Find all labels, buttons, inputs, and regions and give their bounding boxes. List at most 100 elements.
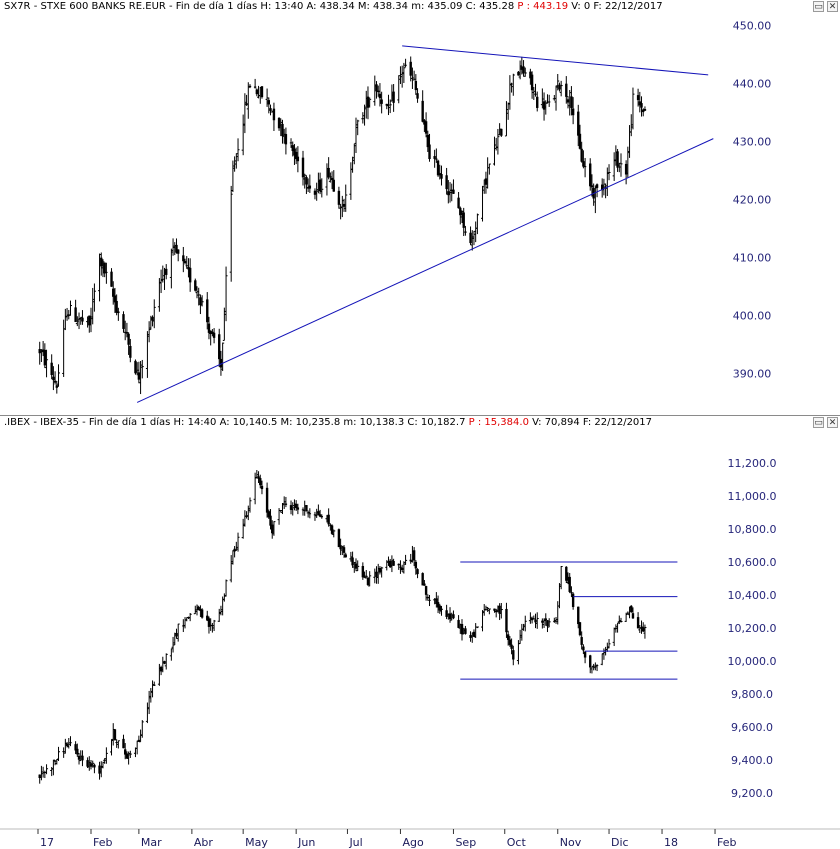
top-candle-body: [88, 315, 91, 326]
top-header-p: P : 443.19: [517, 1, 569, 12]
top-candle-body: [308, 185, 312, 189]
x-tick-label: 18: [664, 836, 678, 849]
top-candle-body: [50, 362, 53, 376]
bottom-candle-body: [327, 514, 330, 525]
bottom-candle-body: [267, 511, 271, 518]
bottom-candle-body: [329, 524, 332, 526]
top-candle-body: [440, 174, 443, 179]
top-candle-body: [199, 297, 202, 306]
top-candle-body: [377, 90, 380, 93]
top-window-buttons: ▭ ✕: [813, 1, 838, 12]
x-axis: 17 Feb Mar Abr May Jun Jul Ago Sep Oct Nov Dic 18 Feb: [0, 828, 840, 849]
maximize-button[interactable]: ▭: [813, 417, 824, 428]
top-candle-body: [580, 148, 583, 162]
bottom-candle-body: [506, 634, 510, 640]
top-candle-body: [52, 376, 55, 381]
top-candle-body: [100, 257, 103, 267]
bottom-candle-body: [510, 644, 513, 649]
bottom-candle-body: [361, 566, 365, 578]
bottom-header-p: P : 15,384.0: [468, 417, 529, 428]
x-tick-label: Feb: [93, 836, 112, 849]
top-candle-body: [436, 160, 440, 176]
bottom-candle-body: [570, 592, 573, 594]
bottom-y-tick-label: 9,600.0: [731, 721, 773, 734]
top-candle-body: [305, 176, 308, 185]
top-candle-body: [570, 96, 573, 108]
top-candle-body: [74, 307, 77, 322]
top-header-tail: V: 0 F: 22/12/2017: [568, 1, 663, 12]
bottom-candle-body: [296, 507, 300, 510]
bottom-candle-body: [43, 771, 47, 773]
bottom-candle-body: [209, 624, 212, 626]
top-candle-body: [255, 89, 259, 95]
top-chart-panel: SX7R - STXE 600 BANKS RE.EUR - Fin de dí…: [0, 0, 840, 415]
top-candle-body: [113, 295, 117, 303]
top-candle-body: [520, 66, 524, 70]
top-header-info: SX7R - STXE 600 BANKS RE.EUR - Fin de dí…: [4, 1, 518, 12]
top-candle-body: [642, 109, 645, 113]
top-candle-body: [342, 203, 346, 207]
top-candle-body: [640, 103, 643, 108]
top-candle-body: [590, 185, 594, 188]
bottom-candle-body: [363, 575, 366, 578]
top-candle-body: [582, 161, 585, 167]
top-candle-body: [450, 189, 453, 192]
bottom-candle-body: [541, 620, 544, 623]
bottom-candle-body: [577, 606, 580, 625]
top-y-tick-label: 440.00: [733, 78, 772, 91]
top-candle-body: [459, 207, 462, 216]
bottom-candle-body: [595, 665, 599, 667]
bottom-candle-body: [582, 646, 585, 651]
bottom-candle-body: [472, 631, 476, 637]
top-candle-body: [284, 134, 288, 145]
top-candle-body: [578, 133, 582, 149]
top-candle-body: [294, 152, 298, 160]
bottom-candle-body: [69, 742, 72, 744]
top-candle-body: [253, 86, 257, 88]
top-candle-body: [267, 100, 271, 105]
x-tick-label: Abr: [194, 836, 214, 849]
bottom-candle-body: [589, 655, 592, 668]
bottom-candle-body: [182, 625, 185, 627]
bottom-candle-body: [580, 637, 583, 645]
bottom-candle-body: [512, 650, 515, 660]
bottom-candle-body: [387, 560, 390, 562]
bottom-candle-body: [98, 765, 101, 774]
top-candle-body: [435, 158, 438, 160]
close-button[interactable]: ✕: [827, 1, 838, 12]
bottom-candle-body: [200, 609, 204, 618]
top-candle-body: [271, 111, 274, 113]
bottom-candle-body: [62, 751, 65, 753]
top-candle-body: [77, 318, 81, 320]
bottom-candle-body: [354, 563, 358, 569]
top-candle-body: [426, 134, 430, 148]
bottom-candle-body: [436, 602, 440, 608]
bottom-candle-body: [330, 525, 334, 534]
top-candle-body: [110, 271, 113, 287]
x-tick-label: Feb: [717, 836, 736, 849]
top-candle-body: [207, 323, 211, 333]
bottom-chart-panel: .IBEX - IBEX-35 - Fin de día 1 días H: 1…: [0, 415, 840, 849]
bottom-candle-body: [445, 610, 448, 617]
top-candle-body: [337, 190, 341, 205]
top-candle-body: [175, 244, 178, 253]
bottom-candle-body: [435, 598, 438, 604]
bottom-y-tick-label: 11,200.0: [728, 457, 777, 470]
top-candle-body: [194, 280, 197, 291]
top-candle-body: [438, 173, 441, 176]
top-candle-body: [67, 314, 70, 316]
bottom-candle-body: [571, 593, 575, 608]
bottom-candle-body: [53, 760, 57, 762]
maximize-button[interactable]: ▭: [813, 1, 824, 12]
top-candle-body: [165, 268, 168, 275]
top-candle-body: [188, 267, 192, 283]
bottom-candle-body: [137, 739, 141, 742]
bottom-candle-body: [636, 617, 640, 629]
close-button[interactable]: ✕: [827, 417, 838, 428]
bottom-candle-body: [206, 615, 209, 621]
panel-separator: [0, 415, 840, 416]
top-candle-body: [212, 332, 216, 338]
bottom-y-tick-label: 10,600.0: [728, 556, 777, 569]
bottom-candle-body: [197, 607, 200, 611]
top-candle-body: [293, 148, 296, 156]
